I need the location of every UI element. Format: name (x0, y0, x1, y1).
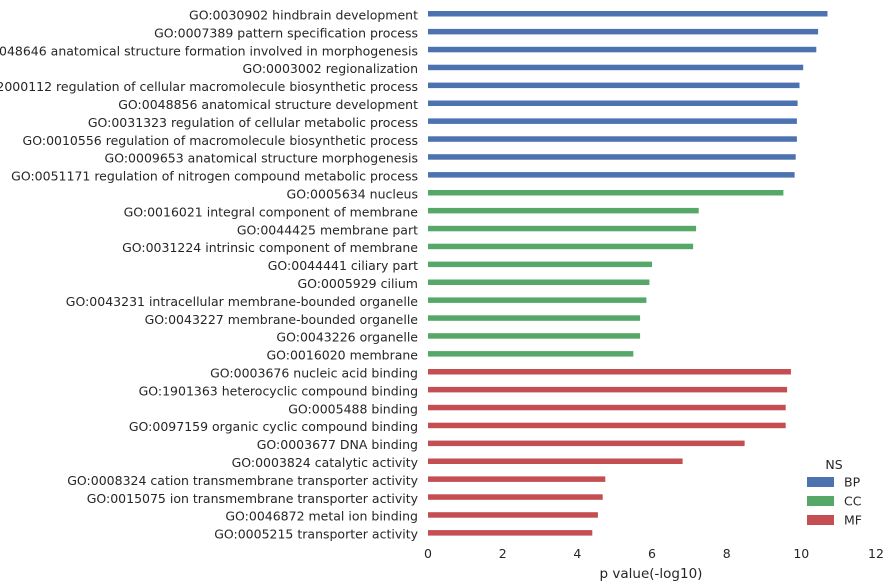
bar-mf (428, 404, 786, 411)
bar-mf (428, 530, 593, 536)
bar-cc (428, 261, 652, 268)
x-tick-label: 10 (793, 546, 809, 561)
legend: NS BP CC MF (807, 457, 862, 528)
bar-bp (428, 11, 828, 17)
bar-mf (428, 476, 606, 482)
x-tick-label: 0 (424, 546, 432, 561)
y-tick-label: GO:0015075 ion transmembrane transporter… (87, 491, 419, 506)
bar-cc (428, 297, 647, 303)
bar-cc (428, 207, 699, 214)
legend-swatch-mf (807, 515, 834, 525)
bars-layer (428, 11, 828, 536)
y-tick-label: GO:0046872 metal ion binding (225, 509, 418, 524)
y-tick-label: GO:0008324 cation transmembrane transpor… (67, 473, 418, 488)
y-tick-label: GO:0005634 nucleus (287, 187, 418, 202)
y-tick-label: GO:0005929 cilium (297, 276, 418, 291)
x-tick-label: 4 (573, 546, 581, 561)
y-tick-label: GO:0007389 pattern specification process (154, 25, 418, 40)
y-tick-label: GO:0051171 regulation of nitrogen compou… (11, 169, 418, 184)
x-tick-label: 12 (868, 546, 884, 561)
legend-label-bp: BP (844, 475, 861, 490)
y-tick-label: GO:0031224 intrinsic component of membra… (122, 240, 418, 255)
bar-cc (428, 279, 650, 285)
bar-mf (428, 369, 791, 375)
y-tick-label: GO:0010556 regulation of macromolecule b… (23, 133, 418, 148)
legend-swatch-bp (807, 477, 834, 487)
y-tick-label: GO:0003677 DNA binding (257, 437, 418, 452)
bar-cc (428, 351, 634, 357)
legend-swatch-cc (807, 496, 834, 506)
y-tick-label: GO:2000112 regulation of cellular macrom… (0, 79, 418, 94)
x-axis-label: p value(-log10) (600, 566, 703, 582)
y-axis-labels: GO:0030902 hindbrain development GO:00073… (0, 8, 419, 542)
bar-mf (428, 386, 788, 393)
bar-bp (428, 28, 819, 35)
y-tick-label: GO:0031323 regulation of cellular metabo… (88, 115, 418, 130)
bar-bp (428, 118, 797, 124)
bar-cc (428, 243, 694, 250)
bar-mf (428, 458, 683, 464)
bar-bp (428, 82, 800, 89)
bar-cc (428, 190, 784, 196)
legend-title: NS (825, 457, 842, 472)
y-tick-label: GO:0003002 regionalization (243, 61, 418, 76)
bar-mf (428, 422, 786, 429)
bar-cc (428, 225, 697, 232)
x-tick-label: 8 (723, 546, 731, 561)
y-tick-label: GO:0044441 ciliary part (268, 258, 418, 273)
bar-bp (428, 136, 797, 142)
x-axis-ticks: 0 2 4 6 8 10 12 (424, 546, 884, 561)
y-tick-label: GO:0048856 anatomical structure developm… (118, 97, 418, 112)
y-tick-label: GO:0043226 organelle (276, 330, 418, 345)
legend-label-mf: MF (844, 513, 862, 528)
y-tick-label: GO:0043231 intracellular membrane-bounde… (66, 294, 419, 309)
y-tick-label: GO:0003824 catalytic activity (232, 455, 419, 470)
y-tick-label: GO:0030902 hindbrain development (189, 8, 418, 23)
x-tick-label: 6 (648, 546, 656, 561)
bar-bp (428, 46, 817, 53)
bar-mf (428, 494, 603, 500)
bar-cc (428, 333, 641, 339)
y-tick-label: GO:0005488 binding (288, 401, 418, 416)
y-tick-label: GO:0043227 membrane-bounded organelle (145, 312, 419, 327)
y-tick-label: GO:0009653 anatomical structure morphoge… (105, 151, 418, 166)
legend-label-cc: CC (844, 494, 862, 509)
bar-bp (428, 100, 798, 106)
bar-cc (428, 315, 641, 321)
bar-bp (428, 154, 796, 160)
bar-bp (428, 64, 804, 71)
x-tick-label: 2 (499, 546, 507, 561)
y-tick-label: GO:1901363 heterocyclic compound binding (139, 383, 418, 398)
y-tick-label: GO:0016020 membrane (266, 348, 418, 363)
bar-mf (428, 440, 745, 447)
y-tick-label: GO:0005215 transporter activity (214, 527, 418, 542)
y-tick-label: GO:0003676 nucleic acid binding (210, 366, 418, 381)
bar-bp (428, 172, 795, 178)
y-tick-label: GO:0044425 membrane part (237, 222, 418, 237)
y-tick-label: GO:0048646 anatomical structure formatio… (0, 43, 418, 58)
y-tick-label: GO:0097159 organic cyclic compound bindi… (129, 419, 418, 434)
y-tick-label: GO:0016021 integral component of membran… (124, 204, 419, 219)
bar-mf (428, 512, 598, 518)
